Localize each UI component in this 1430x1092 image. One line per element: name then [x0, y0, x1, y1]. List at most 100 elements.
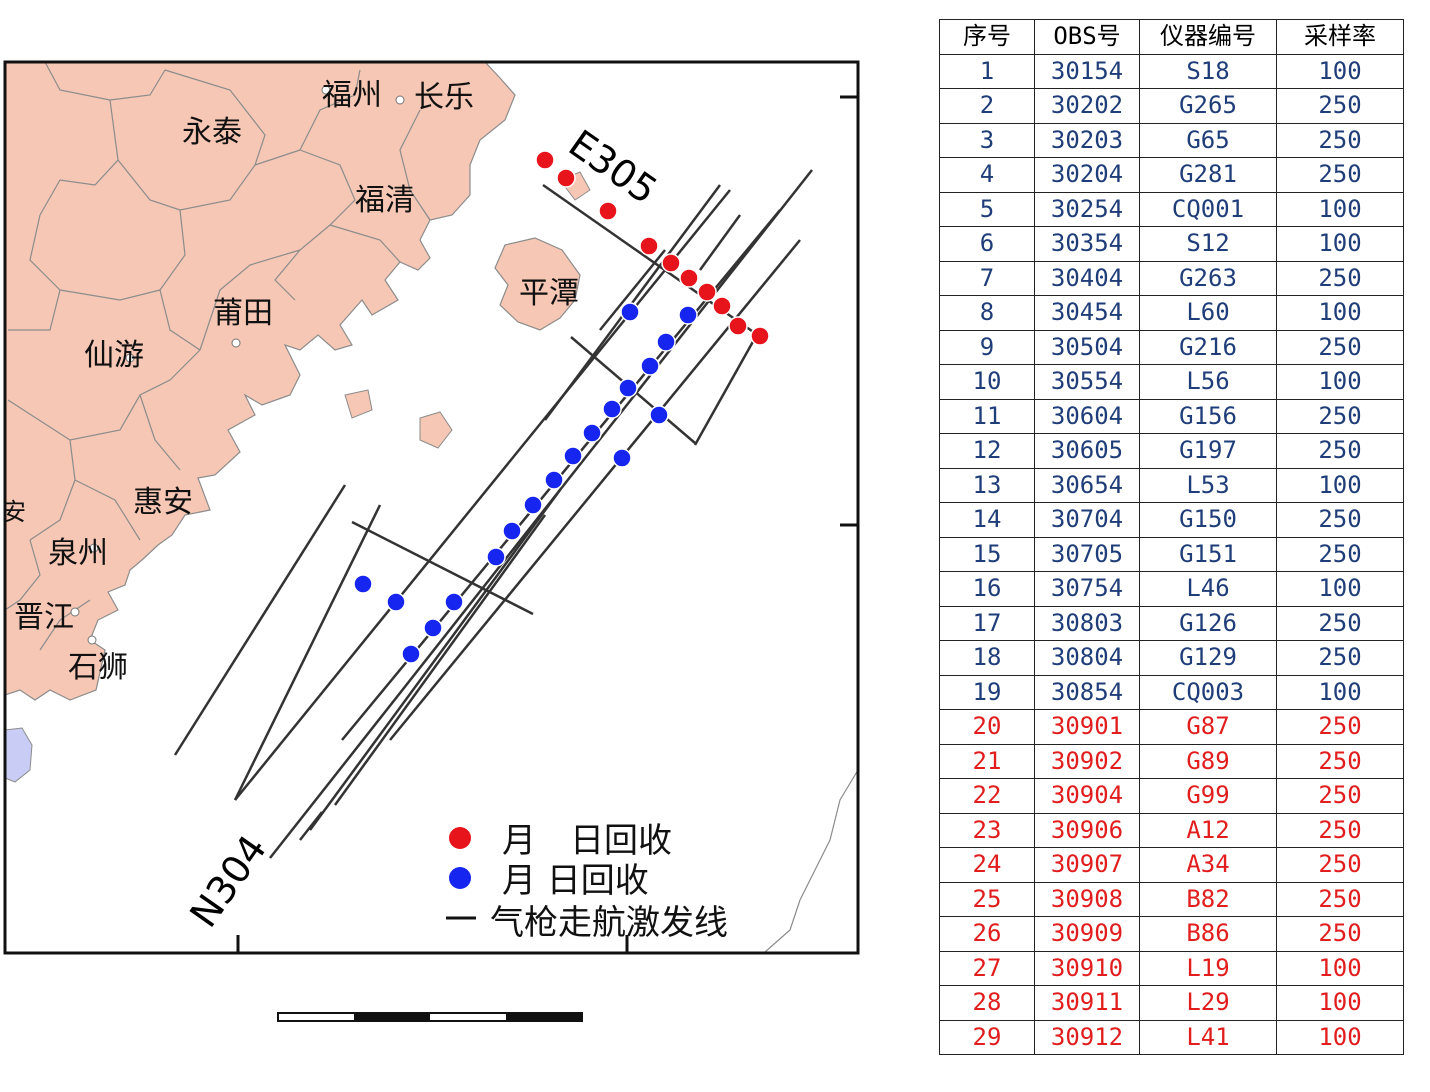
cell-instrument: G156: [1139, 398, 1277, 434]
cell-instrument: L19: [1139, 950, 1277, 986]
cell-obs: 30907: [1034, 847, 1140, 883]
cell-index: 26: [939, 916, 1035, 952]
cell-index: 29: [939, 1019, 1035, 1055]
table-row: 22 30904 G99 250: [939, 778, 1404, 814]
cell-rate: 250: [1276, 157, 1404, 193]
place-changle: 长乐: [414, 80, 474, 115]
cell-rate: 100: [1276, 571, 1404, 607]
table-row: 21 30902 G89 250: [939, 743, 1404, 779]
cell-rate: 250: [1276, 398, 1404, 434]
table-row: 27 30910 L19 100: [939, 950, 1404, 986]
cell-instrument: L41: [1139, 1019, 1277, 1055]
place-fuqing: 福清: [355, 183, 415, 218]
cell-instrument: G197: [1139, 433, 1277, 469]
cell-instrument: G216: [1139, 329, 1277, 365]
cell-rate: 100: [1276, 467, 1404, 503]
cell-instrument: G129: [1139, 640, 1277, 676]
mainland-land: [5, 62, 516, 701]
legend-blue-label: 月 日回收: [502, 861, 649, 901]
cell-rate: 100: [1276, 191, 1404, 227]
cell-rate: 100: [1276, 53, 1404, 89]
cell-obs: 30804: [1034, 640, 1140, 676]
table-row: 14 30704 G150 250: [939, 502, 1404, 538]
cell-instrument: G65: [1139, 122, 1277, 158]
place-huian: 惠安: [133, 485, 193, 520]
table-row: 20 30901 G87 250: [939, 709, 1404, 745]
cell-rate: 250: [1276, 605, 1404, 641]
cell-obs: 30754: [1034, 571, 1140, 607]
cell-rate: 250: [1276, 536, 1404, 572]
cell-obs: 30902: [1034, 743, 1140, 779]
red-stations: [535, 150, 770, 346]
cell-rate: 250: [1276, 847, 1404, 883]
table-row: 28 30911 L29 100: [939, 985, 1404, 1021]
cell-obs: 30854: [1034, 674, 1140, 710]
cell-obs: 30909: [1034, 916, 1140, 952]
legend-red-dot: [449, 827, 471, 849]
cell-instrument: G87: [1139, 709, 1277, 745]
cell-obs: 30454: [1034, 295, 1140, 331]
small-island: [344, 389, 373, 419]
cell-index: 1: [939, 53, 1035, 89]
table-row: 19 30854 CQ003 100: [939, 674, 1404, 710]
col-header-index: 序号: [939, 19, 1035, 55]
cell-instrument: G150: [1139, 502, 1277, 538]
obs-table: 序号 OBS号 仪器编号 采样率 1 30154 S18 100 2 30202 G265 2…: [939, 19, 1404, 1055]
cell-obs: 30254: [1034, 191, 1140, 227]
cell-obs: 30204: [1034, 157, 1140, 193]
cell-index: 24: [939, 847, 1035, 883]
cell-rate: 250: [1276, 743, 1404, 779]
cell-instrument: CQ001: [1139, 191, 1277, 227]
table-row: 16 30754 L46 100: [939, 571, 1404, 607]
table-header-row: 序号 OBS号 仪器编号 采样率: [939, 19, 1404, 55]
table-row: 6 30354 S12 100: [939, 226, 1404, 262]
table-row: 2 30202 G265 250: [939, 88, 1404, 124]
cell-rate: 250: [1276, 916, 1404, 952]
cell-index: 15: [939, 536, 1035, 572]
col-header-obs: OBS号: [1034, 19, 1140, 55]
cell-obs: 30904: [1034, 778, 1140, 814]
cell-index: 4: [939, 157, 1035, 193]
cell-index: 12: [939, 433, 1035, 469]
cell-obs: 30605: [1034, 433, 1140, 469]
cell-obs: 30203: [1034, 122, 1140, 158]
cell-instrument: G99: [1139, 778, 1277, 814]
legend-blue-dot: [449, 867, 471, 889]
cell-instrument: S12: [1139, 226, 1277, 262]
table-row: 10 30554 L56 100: [939, 364, 1404, 400]
cell-obs: 30910: [1034, 950, 1140, 986]
cell-obs: 30705: [1034, 536, 1140, 572]
cell-index: 23: [939, 812, 1035, 848]
cell-rate: 250: [1276, 709, 1404, 745]
cell-index: 2: [939, 88, 1035, 124]
cell-instrument: S18: [1139, 53, 1277, 89]
cell-instrument: G265: [1139, 88, 1277, 124]
cell-index: 20: [939, 709, 1035, 745]
map-frame: [3, 60, 860, 955]
cell-rate: 250: [1276, 640, 1404, 676]
cell-obs: 30154: [1034, 53, 1140, 89]
map-legend: 月 日回收 月 日回收 气枪走航激发线: [446, 821, 728, 943]
cell-rate: 250: [1276, 812, 1404, 848]
cell-index: 6: [939, 226, 1035, 262]
cell-index: 11: [939, 398, 1035, 434]
cell-instrument: B82: [1139, 881, 1277, 917]
cell-instrument: A34: [1139, 847, 1277, 883]
cell-index: 9: [939, 329, 1035, 365]
cell-instrument: G151: [1139, 536, 1277, 572]
cell-index: 17: [939, 605, 1035, 641]
county-borders: [5, 62, 431, 651]
cell-obs: 30604: [1034, 398, 1140, 434]
col-header-instrument: 仪器编号: [1139, 19, 1277, 55]
place-jinjiang: 晋江: [14, 600, 74, 635]
cell-index: 25: [939, 881, 1035, 917]
table-row: 17 30803 G126 250: [939, 605, 1404, 641]
cell-obs: 30354: [1034, 226, 1140, 262]
table-row: 26 30909 B86 250: [939, 916, 1404, 952]
cell-index: 18: [939, 640, 1035, 676]
cell-rate: 250: [1276, 88, 1404, 124]
table-body: 1 30154 S18 100 2 30202 G265 250 3 30203 G65 250 4 30…: [939, 53, 1404, 1055]
table-row: 3 30203 G65 250: [939, 122, 1404, 158]
pingtan-island: [494, 237, 581, 331]
place-fuzhou: 福州: [322, 78, 382, 113]
